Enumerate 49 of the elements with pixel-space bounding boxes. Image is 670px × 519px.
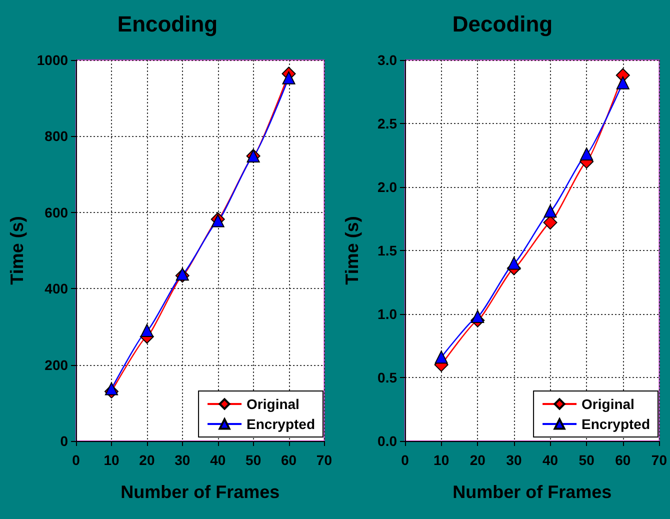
- x-tick-label: 10: [104, 452, 120, 468]
- y-tick-label: 1.0: [378, 306, 398, 322]
- y-tick-label: 0: [60, 433, 68, 449]
- point: [471, 310, 484, 324]
- y-tick-label: 1.5: [378, 242, 398, 258]
- x-tick-label: 0: [72, 452, 80, 468]
- x-tick-label: 50: [246, 452, 262, 468]
- point: [544, 204, 557, 218]
- point: [616, 76, 630, 90]
- y-tick-label: 2.0: [378, 179, 398, 195]
- point: [282, 71, 296, 84]
- legend-label: Encrypted: [582, 416, 650, 432]
- legend-label: Encrypted: [246, 416, 316, 432]
- legend-label: Original: [582, 396, 634, 412]
- chart-title: Decoding: [452, 12, 553, 36]
- x-tick-label: 60: [280, 452, 297, 468]
- x-tick-label: 20: [470, 452, 486, 468]
- point: [543, 216, 558, 230]
- x-tick-label: 10: [434, 452, 450, 468]
- y-axis-title: Time (s): [342, 216, 362, 285]
- x-tick-label: 50: [578, 452, 595, 468]
- y-tick-label: 1000: [36, 52, 68, 68]
- point: [507, 256, 520, 270]
- x-axis-title: Number of Frames: [452, 482, 612, 502]
- chart-title: Encoding: [117, 12, 218, 36]
- x-tick-label: 0: [401, 452, 410, 468]
- y-tick-label: 2.5: [378, 116, 398, 132]
- x-tick-label: 20: [139, 452, 155, 468]
- x-axis-title: Number of Frames: [120, 482, 280, 502]
- y-tick-label: 200: [44, 356, 68, 373]
- y-tick-label: 0.5: [378, 370, 398, 386]
- legend-label: Original: [246, 396, 300, 412]
- y-tick-label: 800: [44, 128, 68, 144]
- x-tick-label: 30: [174, 452, 190, 468]
- x-tick-label: 60: [615, 452, 631, 468]
- x-tick-label: 40: [542, 452, 558, 468]
- point: [434, 350, 448, 364]
- x-tick-label: 40: [210, 452, 226, 468]
- y-tick-label: 600: [44, 204, 68, 220]
- y-axis-title: Time (s): [7, 216, 27, 285]
- x-tick-label: 30: [506, 452, 522, 468]
- point: [580, 147, 594, 160]
- y-tick-label: 0.0: [378, 433, 398, 449]
- point: [140, 324, 154, 338]
- y-tick-label: 400: [44, 280, 68, 297]
- y-tick-label: 3.0: [378, 52, 398, 68]
- x-tick-label: 70: [316, 452, 332, 468]
- x-tick-label: 70: [651, 452, 668, 468]
- point: [104, 382, 118, 396]
